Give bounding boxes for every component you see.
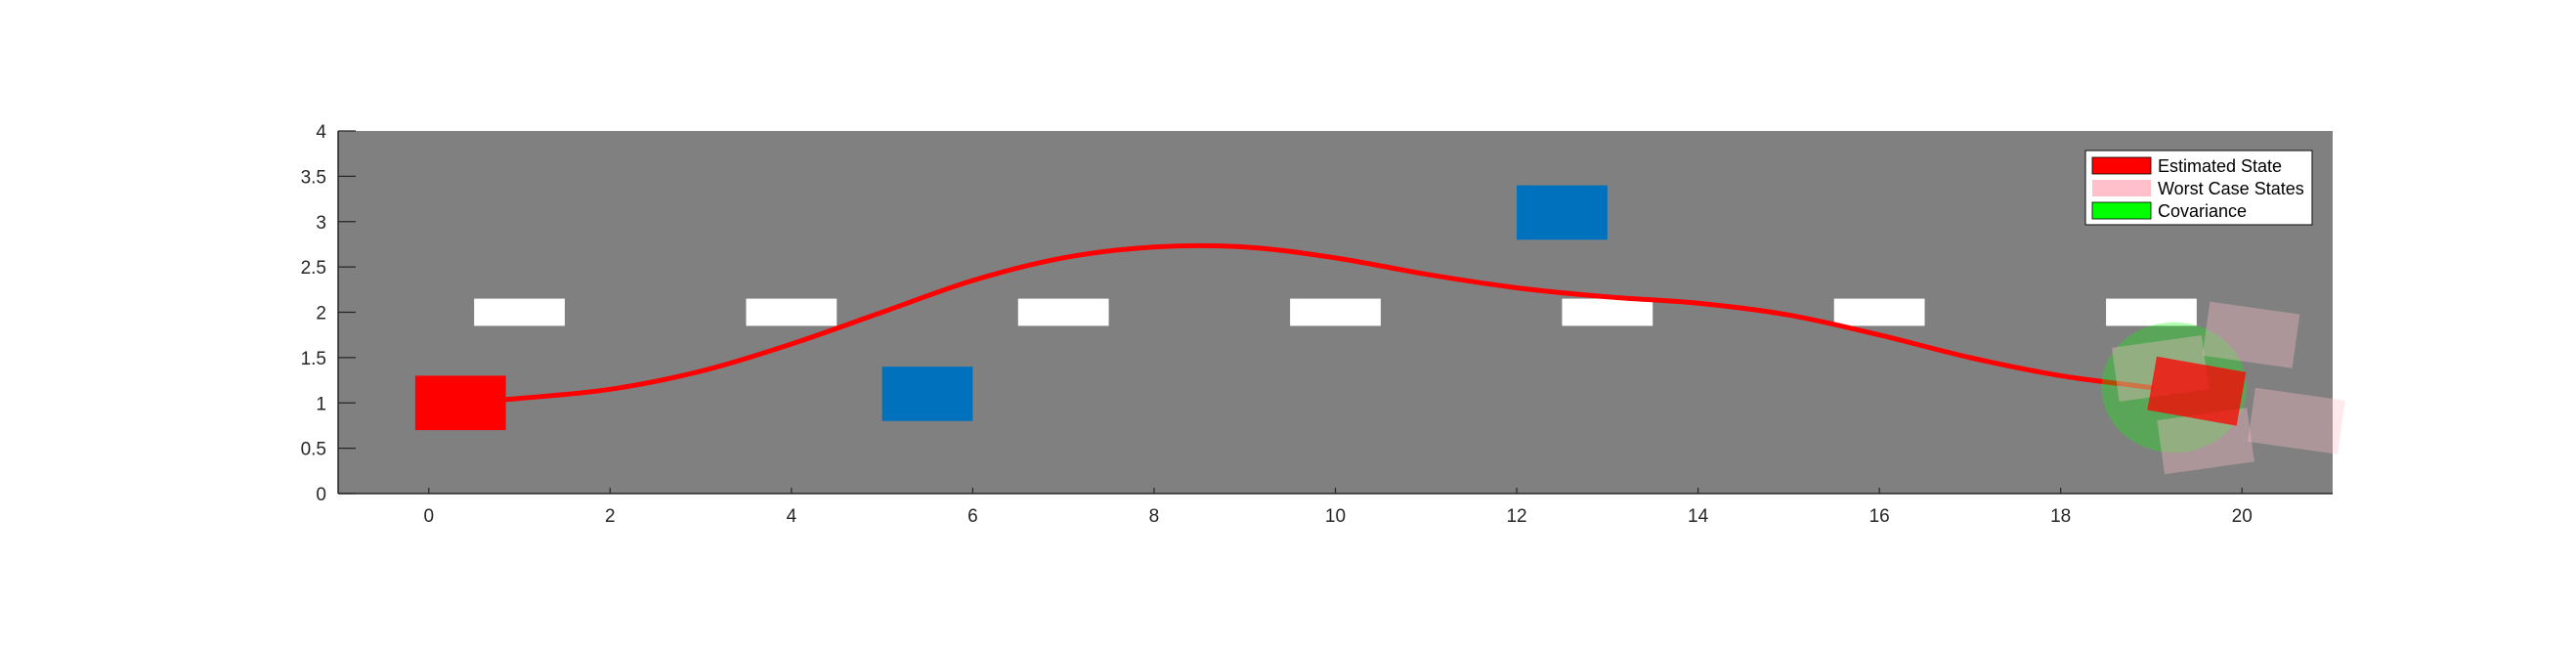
y-tick-label: 4 <box>316 122 326 143</box>
legend-swatch-covariance <box>2091 201 2152 220</box>
lane-marking <box>2106 298 2197 326</box>
trajectory-line <box>453 242 2154 406</box>
tick-labels: 0 2 4 6 8 10 12 14 16 18 20 0 0.5 1 1.5 2 2.5 3 3.5 4 <box>301 122 2253 527</box>
x-tick-label: 6 <box>967 506 978 527</box>
worst-case-state <box>2248 387 2345 454</box>
x-tick-label: 14 <box>1688 506 1709 527</box>
y-tick-label: 1 <box>316 394 326 414</box>
legend-label-covariance: Covariance <box>2158 201 2247 221</box>
x-tick-label: 12 <box>1506 506 1526 527</box>
x-tick-label: 8 <box>1149 506 1160 527</box>
lane-marking <box>474 298 565 326</box>
lane-marking <box>1562 298 1653 326</box>
x-tick-label: 0 <box>423 506 434 527</box>
plot-marks <box>414 185 2345 475</box>
obstacle <box>1517 185 1608 240</box>
worst-case-state <box>2202 301 2300 368</box>
x-tick-label: 18 <box>2050 506 2071 527</box>
lane-marking <box>1017 298 1109 326</box>
legend-label-estimated-state: Estimated State <box>2158 156 2282 176</box>
estimated-state <box>2147 356 2247 426</box>
y-tick-label: 1.5 <box>301 349 326 369</box>
legend-label-worst-case-states: Worst Case States <box>2158 179 2304 198</box>
legend-swatch-estimated-state <box>2091 156 2152 175</box>
y-tick-label: 0 <box>316 485 326 505</box>
x-tick-label: 20 <box>2232 506 2253 527</box>
x-tick-label: 16 <box>1869 506 1890 527</box>
x-tick-label: 2 <box>605 506 616 527</box>
legend-swatch-worst-case-states <box>2092 180 2151 196</box>
legend: Estimated State Worst Case States Covari… <box>2084 150 2313 226</box>
y-tick-label: 2.5 <box>301 258 326 279</box>
y-tick-label: 3 <box>316 213 326 234</box>
x-tick-label: 4 <box>787 506 797 527</box>
lane-marking <box>746 298 837 326</box>
lane-marking <box>1290 298 1381 326</box>
y-tick-label: 2 <box>316 304 326 324</box>
x-tick-label: 10 <box>1325 506 1346 527</box>
lane-marking <box>1833 298 1925 326</box>
obstacle <box>881 367 973 421</box>
y-tick-label: 0.5 <box>301 440 326 460</box>
y-tick-label: 3.5 <box>301 167 326 188</box>
